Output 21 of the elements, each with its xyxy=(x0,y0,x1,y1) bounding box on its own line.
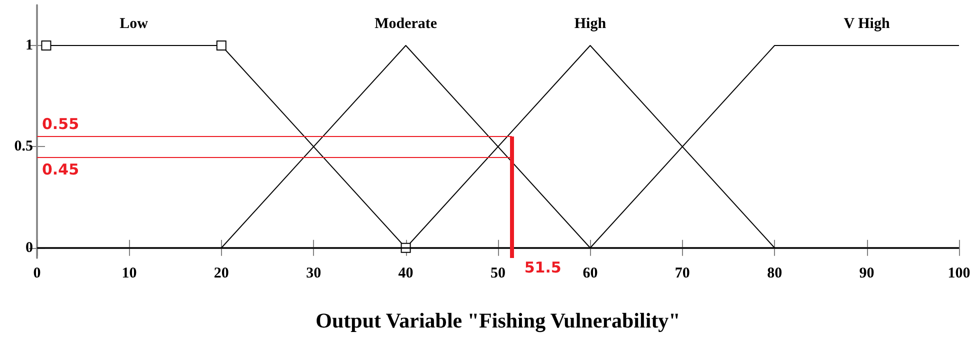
ref-line-label: 51.5 xyxy=(524,258,562,276)
ref-line-label: 0.55 xyxy=(42,115,80,134)
x-tick-label: 50 xyxy=(490,266,506,282)
y-tick-label: 0.5 xyxy=(14,138,33,155)
x-tick-label: 70 xyxy=(674,266,690,282)
x-tick-label: 10 xyxy=(122,266,137,282)
series-label: V High xyxy=(844,16,890,32)
x-tick-label: 20 xyxy=(214,266,229,282)
x-tick-label: 60 xyxy=(582,266,598,282)
x-tick-label: 40 xyxy=(398,266,414,282)
x-axis-title: Output Variable "Fishing Vulnerability" xyxy=(316,308,680,332)
y-tick-label: 0 xyxy=(26,240,33,256)
series-label: High xyxy=(574,16,607,32)
x-tick-label: 30 xyxy=(306,266,322,282)
y-tick-label: 1 xyxy=(26,37,33,54)
x-tick-label: 100 xyxy=(948,266,970,282)
ref-line-label: 0.45 xyxy=(42,160,80,178)
x-tick-label: 80 xyxy=(767,266,782,282)
x-tick-label: 90 xyxy=(859,266,874,282)
series-label: Moderate xyxy=(374,16,438,32)
series-label: Low xyxy=(120,16,148,32)
